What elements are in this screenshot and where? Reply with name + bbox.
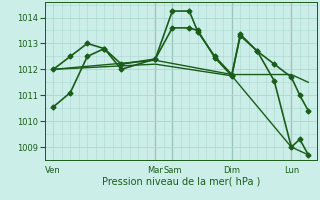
X-axis label: Pression niveau de la mer( hPa ): Pression niveau de la mer( hPa ) [102,177,260,187]
